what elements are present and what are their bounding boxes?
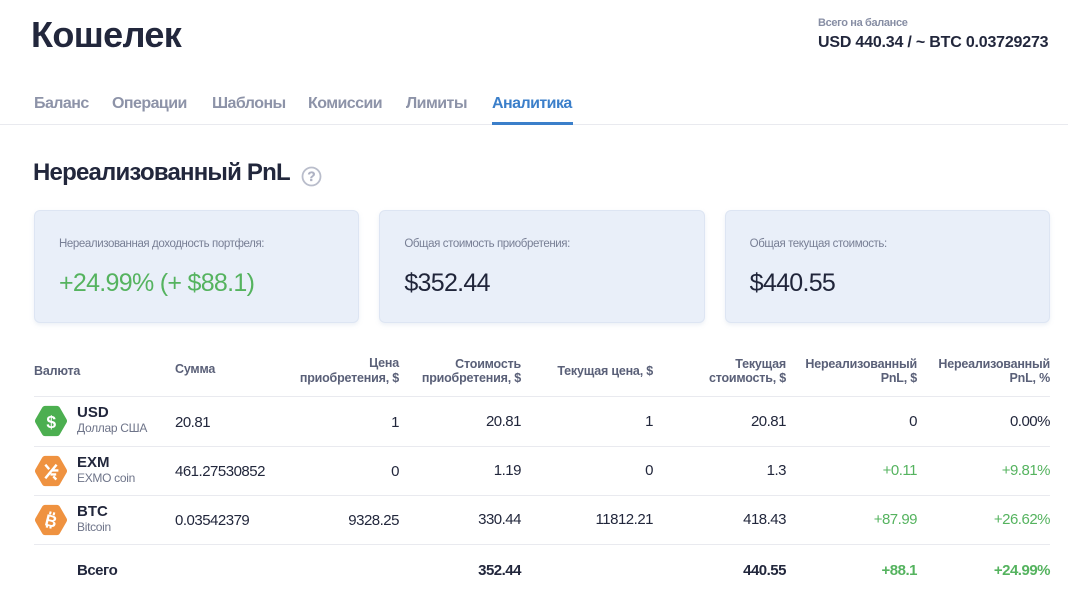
- svg-text:?: ?: [307, 169, 315, 184]
- svg-text:$: $: [46, 412, 56, 432]
